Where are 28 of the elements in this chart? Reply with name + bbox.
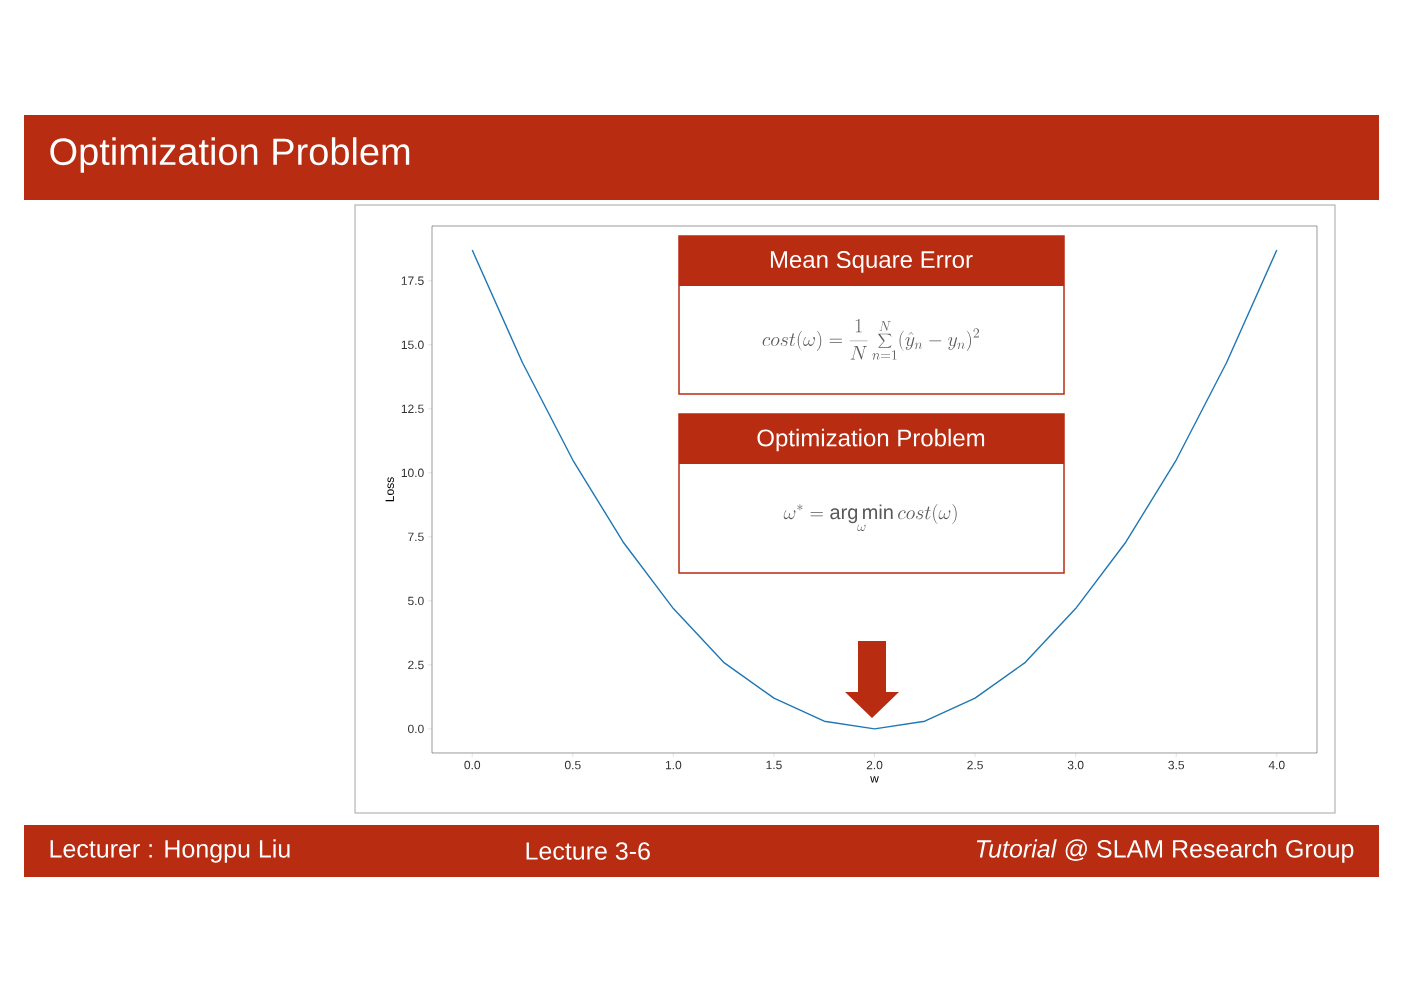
annotation: $\omega^{*}=\mathop{\arg\min}\limits_{\omega} cost(\omega)$ [783, 504, 957, 532]
x-tick-label: 2.0 [866, 760, 883, 770]
y-tick-label: 5.0 [408, 596, 424, 606]
line-series [471, 249, 1278, 730]
x-axis-title: w [870, 776, 879, 783]
y-tick-label: 15.0 [401, 340, 424, 350]
text: Tutorial @ SLAM Research Group [976, 839, 1354, 863]
text: Lecture 3-6 [526, 842, 650, 860]
text: Lecturer : Hongpu Liu [50, 839, 290, 863]
x-tick-label: 0.0 [464, 760, 481, 770]
y-tick-label: 10.0 [401, 468, 424, 478]
chart-title: Optimization Problem [50, 137, 410, 173]
y-tick-label: 17.5 [401, 276, 424, 285]
x-tick-label: 3.0 [1067, 760, 1084, 770]
x-tick-label: 2.5 [967, 760, 983, 770]
annotation: $cost(\omega)=\frac{1}{N}\sum_{n=1}^{N}(\hat{y}_n-y_n)^2$ [762, 319, 979, 360]
x-tick-label: 3.5 [1168, 760, 1185, 770]
x-tick-label: 1.5 [766, 760, 782, 770]
annotation: Mean Square Error [770, 251, 973, 273]
x-tick-label: 0.5 [564, 760, 581, 770]
y-tick-label: 0.0 [408, 724, 424, 734]
annotation: Optimization Problem [757, 428, 985, 452]
y-tick-label: 2.5 [408, 660, 424, 670]
x-tick-label: 1.0 [665, 760, 682, 770]
y-axis-title: Loss [385, 477, 394, 502]
y-tick-label: 12.5 [401, 404, 424, 414]
x-tick-label: 4.0 [1268, 760, 1285, 770]
y-tick-label: 7.5 [408, 532, 424, 542]
